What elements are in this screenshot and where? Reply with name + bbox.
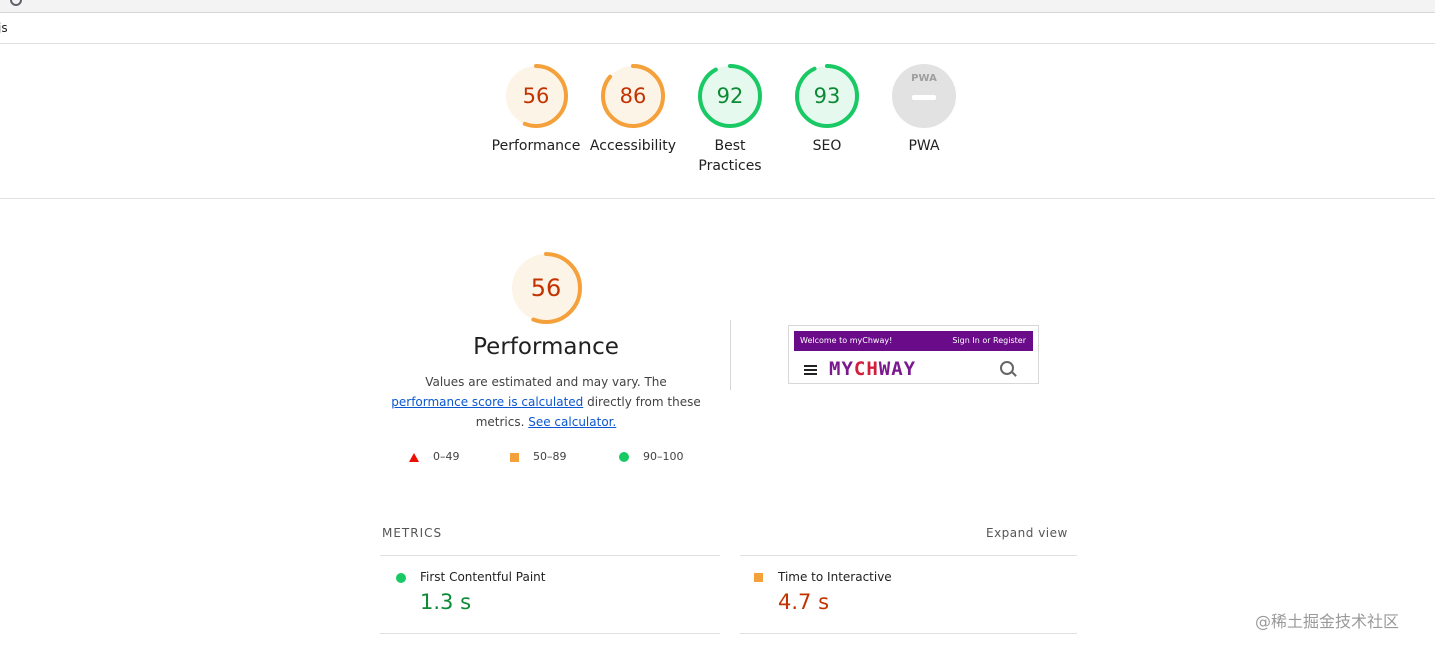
logo-part: WAY [878, 358, 917, 380]
metric-value: 4.7 s [778, 590, 830, 614]
gauge-ring: 86 [599, 62, 667, 130]
legend-fail: 0–49 [409, 450, 460, 463]
gauge-ring: 56 [502, 62, 570, 130]
gauge-ring: 93 [793, 62, 861, 130]
pwa-badge-icon: PWA [890, 62, 958, 130]
triangle-icon [409, 452, 419, 462]
gauge-pwa[interactable]: PWA PWA [874, 62, 974, 156]
gauge-best-practices[interactable]: 92 Best Practices [680, 62, 780, 176]
metric-time-to-interactive: Time to Interactive 4.7 s [754, 570, 892, 614]
gauge-label-line2: Practices [698, 158, 762, 174]
gauge-score: 92 [716, 84, 744, 108]
gauge-label-line1: Best [714, 138, 746, 154]
gauge-label: Accessibility [589, 138, 677, 154]
gauge-label: SEO [812, 138, 842, 154]
watermark: @稀土掘金技术社区 [1255, 612, 1400, 631]
score-calculated-link[interactable]: performance score is calculated [391, 395, 584, 409]
see-calculator-link[interactable]: See calculator. [528, 415, 617, 429]
legend-range: 0–49 [433, 450, 460, 463]
section-divider [0, 198, 1435, 199]
gauge-label: Best Practices [680, 136, 780, 176]
browser-top-bar [0, 0, 1435, 13]
square-icon [510, 452, 519, 462]
legend-pass: 90–100 [619, 450, 684, 463]
gauge-score: 56 [522, 84, 550, 108]
circle-icon [619, 452, 629, 462]
desc-mid: directly from these metrics. [475, 395, 701, 429]
hamburger-icon [804, 365, 817, 375]
performance-gauge: 56 [508, 250, 584, 326]
gauge-label: Performance [491, 138, 581, 154]
search-icon [1000, 361, 1014, 375]
signin-text: Sign In or Register [952, 336, 1026, 345]
gauge-label: PWA [908, 138, 940, 154]
average-square-icon [754, 573, 763, 582]
gauge-seo[interactable]: 93 SEO [777, 62, 877, 156]
metric-divider [380, 555, 720, 556]
logo-part: CH [853, 358, 879, 380]
metric-name: Time to Interactive [778, 570, 892, 584]
expand-view-button[interactable]: Expand view [986, 526, 1068, 540]
gauge-ring: 92 [696, 62, 764, 130]
legend-average: 50–89 [510, 450, 567, 463]
metric-divider [740, 633, 1077, 634]
tab-text[interactable]: js [0, 21, 8, 35]
metric-name: First Contentful Paint [420, 570, 546, 584]
pass-circle-icon [396, 573, 406, 583]
desc-prefix: Values are estimated and may vary. The [425, 375, 667, 389]
page-screenshot-thumbnail[interactable]: Welcome to myChway! Sign In or Register … [788, 325, 1039, 384]
gauge-score: 93 [813, 84, 841, 108]
metric-first-contentful-paint: First Contentful Paint 1.3 s [396, 570, 545, 614]
welcome-text: Welcome to myChway! [800, 336, 893, 345]
gauge-performance[interactable]: 56 Performance [486, 62, 586, 156]
gauge-accessibility[interactable]: 86 Accessibility [583, 62, 683, 156]
performance-title: Performance [473, 334, 619, 360]
logo-part: MY [829, 358, 854, 380]
legend-range: 90–100 [643, 450, 684, 463]
metrics-header: METRICS [382, 526, 443, 540]
tab-strip: js [0, 13, 1435, 44]
metric-value: 1.3 s [420, 590, 472, 614]
gauge-score: 86 [619, 84, 647, 108]
pwa-badge-text: PWA [911, 73, 937, 84]
vertical-divider [730, 320, 731, 390]
site-logo: MYCHWAY [829, 358, 916, 380]
site-header-bar: Welcome to myChway! Sign In or Register [794, 331, 1033, 351]
browser-icon[interactable] [10, 0, 22, 6]
metric-divider [740, 555, 1077, 556]
performance-description: Values are estimated and may vary. The p… [390, 372, 702, 432]
legend-range: 50–89 [533, 450, 567, 463]
metric-divider [380, 633, 720, 634]
performance-score: 56 [530, 274, 562, 302]
